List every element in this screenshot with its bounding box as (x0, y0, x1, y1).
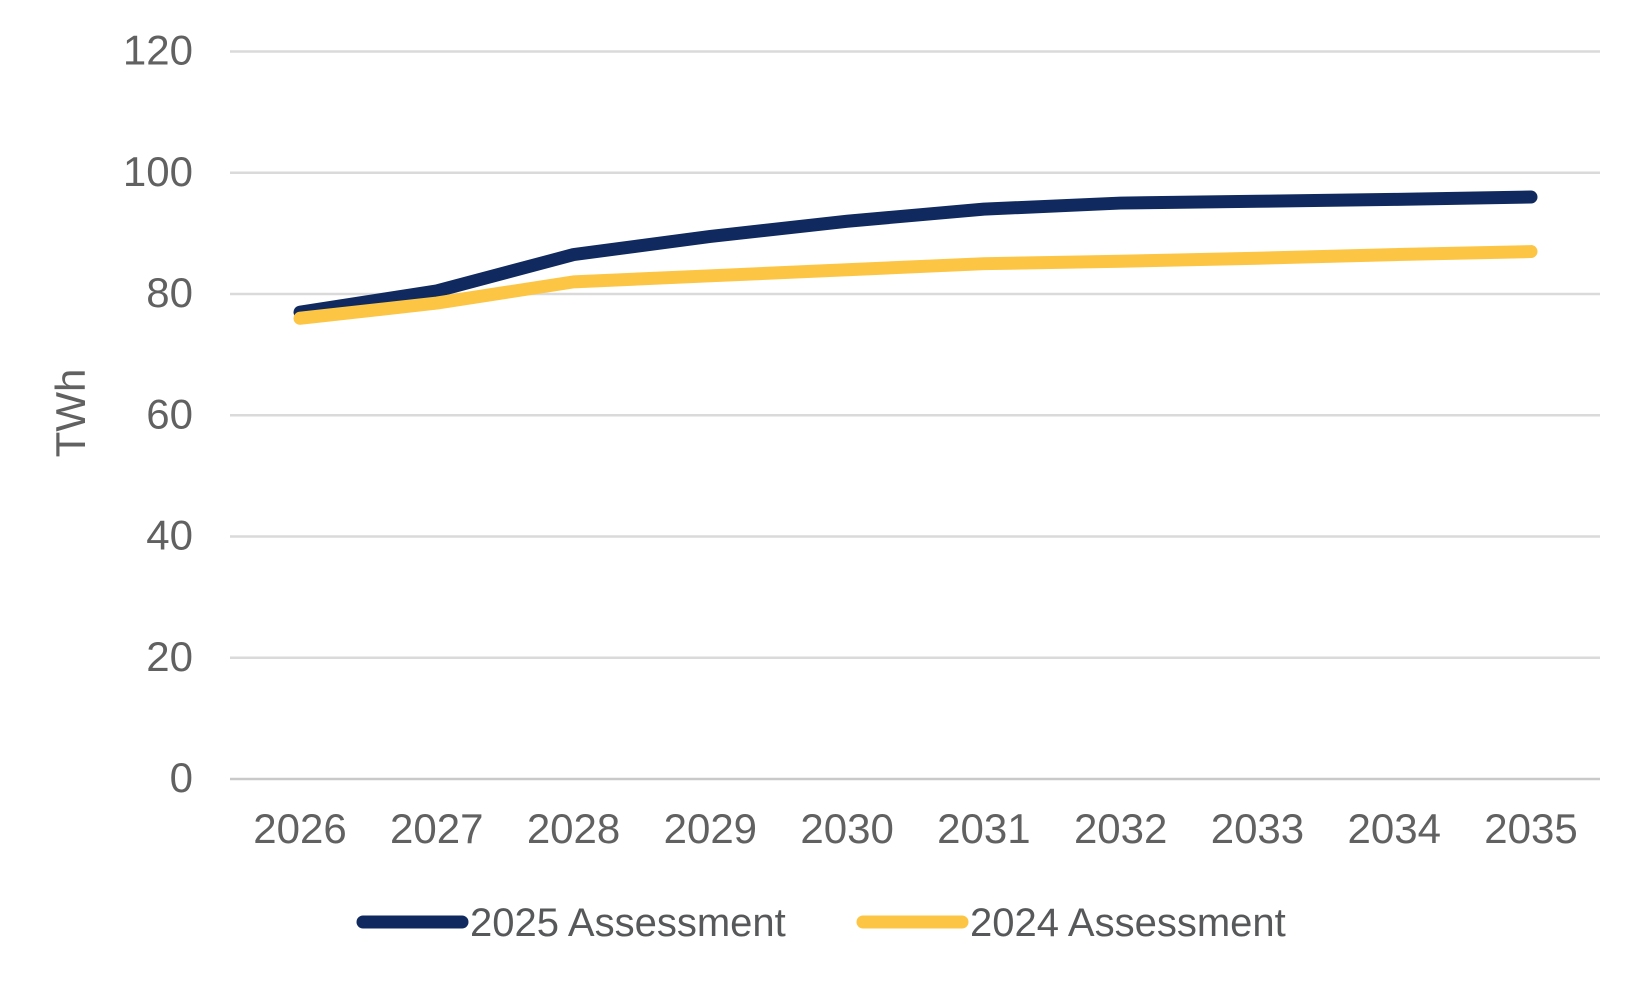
x-tick-label-2027: 2027 (390, 805, 483, 852)
y-tick-label-0: 0 (170, 754, 193, 801)
y-tick-label-20: 20 (146, 633, 193, 680)
series-line-2025-assessment (293, 190, 1538, 319)
legend: 2025 Assessment 2024 Assessment (356, 901, 1286, 945)
x-tick-label-2029: 2029 (664, 805, 757, 852)
y-tick-label-100: 100 (123, 148, 193, 195)
series-line-2024-assessment (293, 245, 1538, 325)
x-tick-label-2031: 2031 (937, 805, 1030, 852)
x-axis-tick-labels: 2026 2027 2028 2029 2030 2031 2032 2033 2034 2035 (253, 805, 1577, 852)
x-tick-label-2032: 2032 (1074, 805, 1167, 852)
x-tick-label-2033: 2033 (1211, 805, 1304, 852)
legend-item-2025-assessment: 2025 Assessment (356, 901, 786, 945)
x-tick-label-2026: 2026 (253, 805, 346, 852)
y-tick-label-60: 60 (146, 390, 193, 437)
legend-item-2024-assessment: 2024 Assessment (856, 901, 1286, 945)
x-tick-label-2028: 2028 (527, 805, 620, 852)
x-tick-label-2030: 2030 (800, 805, 893, 852)
y-tick-label-80: 80 (146, 269, 193, 316)
legend-label-2025-assessment: 2025 Assessment (470, 901, 786, 945)
data-series (293, 190, 1538, 325)
gridlines (230, 50, 1600, 781)
y-axis-title: TWh (47, 369, 94, 458)
y-tick-label-40: 40 (146, 512, 193, 559)
legend-label-2024-assessment: 2024 Assessment (970, 901, 1286, 945)
x-tick-label-2035: 2035 (1484, 805, 1577, 852)
x-tick-label-2034: 2034 (1348, 805, 1441, 852)
y-axis-tick-labels: 0 20 40 60 80 100 120 (123, 27, 193, 802)
y-tick-label-120: 120 (123, 27, 193, 74)
